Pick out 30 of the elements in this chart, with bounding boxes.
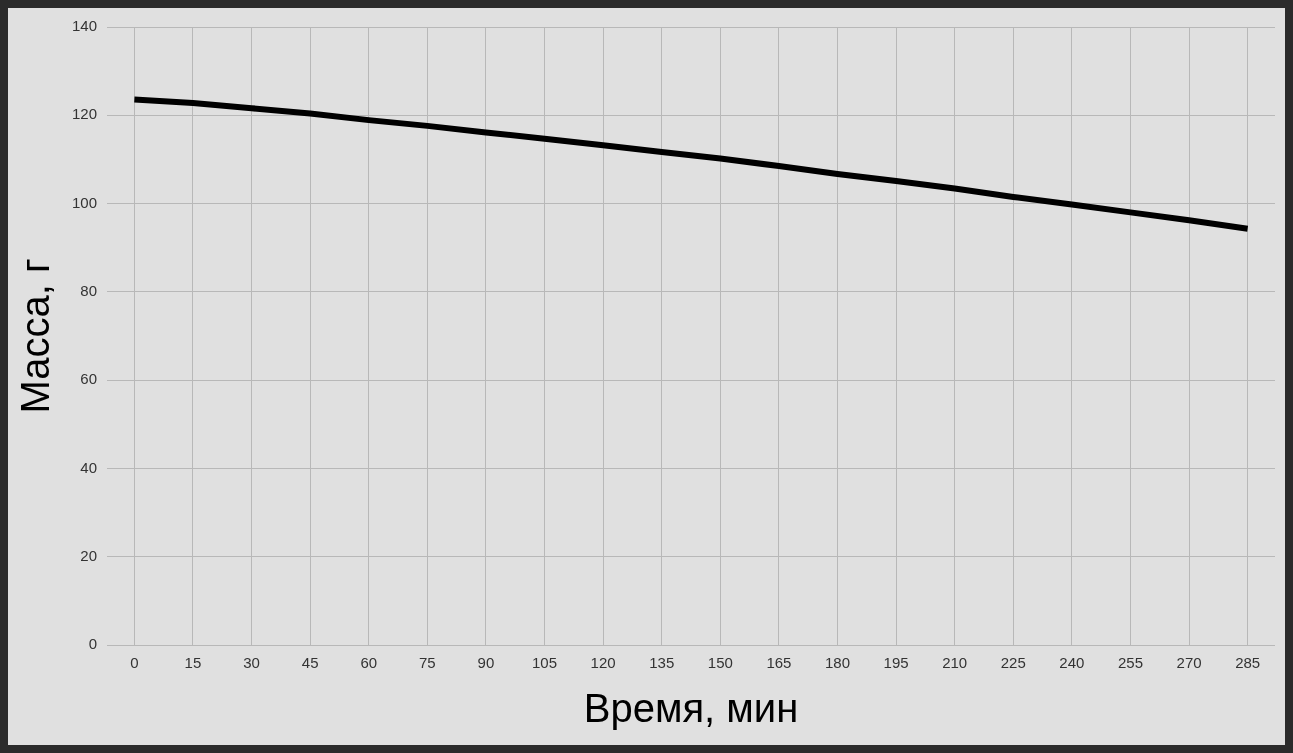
x-axis-title: Время, мин	[583, 686, 799, 731]
y-tick-label: 80	[80, 282, 98, 299]
y-axis-title: Масса, г	[13, 258, 58, 414]
x-tick-label: 75	[419, 654, 436, 672]
x-tick-label: 45	[301, 654, 319, 672]
y-tick-label: 20	[80, 546, 98, 564]
x-tick-label: 30	[243, 654, 260, 672]
x-tick-label: 135	[649, 654, 675, 672]
x-tick-label: 60	[360, 654, 378, 672]
x-tick-label: 240	[1059, 654, 1085, 672]
x-tick-label: 270	[1176, 654, 1202, 672]
x-tick-label: 180	[824, 654, 851, 672]
x-tick-label: 255	[1117, 654, 1143, 672]
x-tick-label: 150	[707, 654, 733, 672]
x-tick-label: 165	[766, 654, 792, 672]
y-tick-label: 100	[72, 193, 98, 211]
y-tick-label: 120	[72, 105, 98, 123]
x-tick-label: 225	[1000, 654, 1026, 672]
y-tick-label: 140	[72, 17, 98, 35]
x-tick-label: 15	[184, 654, 202, 672]
x-tick-label: 90	[477, 654, 495, 672]
x-tick-label: 120	[590, 654, 616, 672]
y-tick-label: 60	[80, 370, 98, 388]
x-tick-label: 0	[130, 654, 139, 672]
x-tick-label: 195	[883, 654, 909, 672]
y-tick-label: 0	[88, 635, 98, 653]
y-tick-label: 40	[80, 458, 98, 476]
x-tick-label: 210	[942, 654, 968, 672]
x-tick-label: 285	[1235, 654, 1261, 672]
x-tick-label: 105	[532, 654, 558, 672]
